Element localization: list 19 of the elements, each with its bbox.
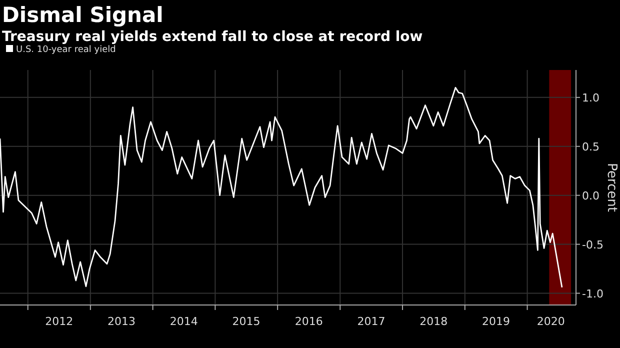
- x-tick-label: 2018: [420, 315, 448, 328]
- x-tick-label: 2016: [294, 315, 323, 328]
- y-tick-label: -0.5: [582, 238, 604, 252]
- legend-label: U.S. 10-year real yield: [16, 45, 116, 55]
- y-tick-label: -1.0: [582, 287, 604, 300]
- line-series: [0, 86, 563, 288]
- x-tick-label: 2014: [170, 315, 198, 328]
- y-tick-label: 0.5: [582, 140, 600, 154]
- x-tick-label: 2015: [232, 315, 260, 328]
- y-tick-label: 0.0: [582, 189, 600, 202]
- x-tick-label: 2017: [357, 315, 386, 328]
- x-tick-label: 2020: [536, 315, 565, 328]
- x-tick-label: 2012: [45, 315, 74, 328]
- x-tick-label: 2013: [108, 315, 136, 328]
- y-axis-title: Percent: [604, 163, 619, 212]
- x-tick-label: 2019: [482, 315, 510, 328]
- chart-title: Dismal Signal: [2, 3, 164, 27]
- y-tick-label: 1.0: [582, 91, 600, 104]
- chart-subtitle: Treasury real yields extend fall to close at record low: [2, 29, 423, 45]
